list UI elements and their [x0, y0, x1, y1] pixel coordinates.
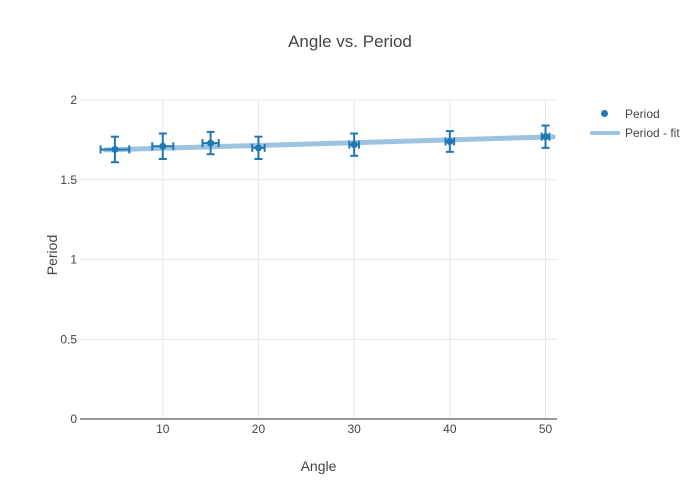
- data-point-marker: [111, 145, 119, 153]
- data-point-marker: [446, 137, 454, 145]
- y-tick-label: 0: [70, 412, 77, 426]
- y-tick-label: 1: [70, 253, 77, 267]
- x-tick-label: 20: [252, 422, 266, 436]
- x-tick-label: 30: [347, 422, 361, 436]
- data-point-marker: [254, 144, 262, 152]
- chart-title: Angle vs. Period: [288, 32, 412, 51]
- legend-item-label: Period: [625, 106, 660, 121]
- fit-line: [102, 134, 556, 153]
- data-point-marker: [159, 142, 167, 150]
- legend-item-period[interactable]: Period: [588, 104, 680, 123]
- y-axis-title: Period: [44, 234, 60, 276]
- legend-swatch-area: [588, 130, 625, 135]
- legend-item-label: Period - fit: [625, 125, 680, 140]
- data-point-marker: [542, 133, 550, 141]
- legend-dot-marker-icon: [601, 110, 608, 117]
- y-tick-label: 2: [70, 93, 77, 107]
- x-tick-label: 10: [156, 422, 170, 436]
- legend-line-swatch-icon: [590, 130, 620, 135]
- legend-item-period-fit[interactable]: Period - fit: [588, 123, 680, 142]
- x-axis-title: Angle: [300, 458, 337, 474]
- y-tick-label: 0.5: [60, 332, 77, 346]
- legend: Period Period - fit: [588, 104, 680, 142]
- data-point-marker: [207, 139, 215, 147]
- x-tick-label: 50: [539, 422, 553, 436]
- data-point-marker: [350, 141, 358, 149]
- plot-area[interactable]: [80, 100, 557, 419]
- y-tick-label: 1.5: [60, 173, 77, 187]
- legend-swatch-area: [588, 110, 625, 117]
- x-tick-label: 40: [443, 422, 457, 436]
